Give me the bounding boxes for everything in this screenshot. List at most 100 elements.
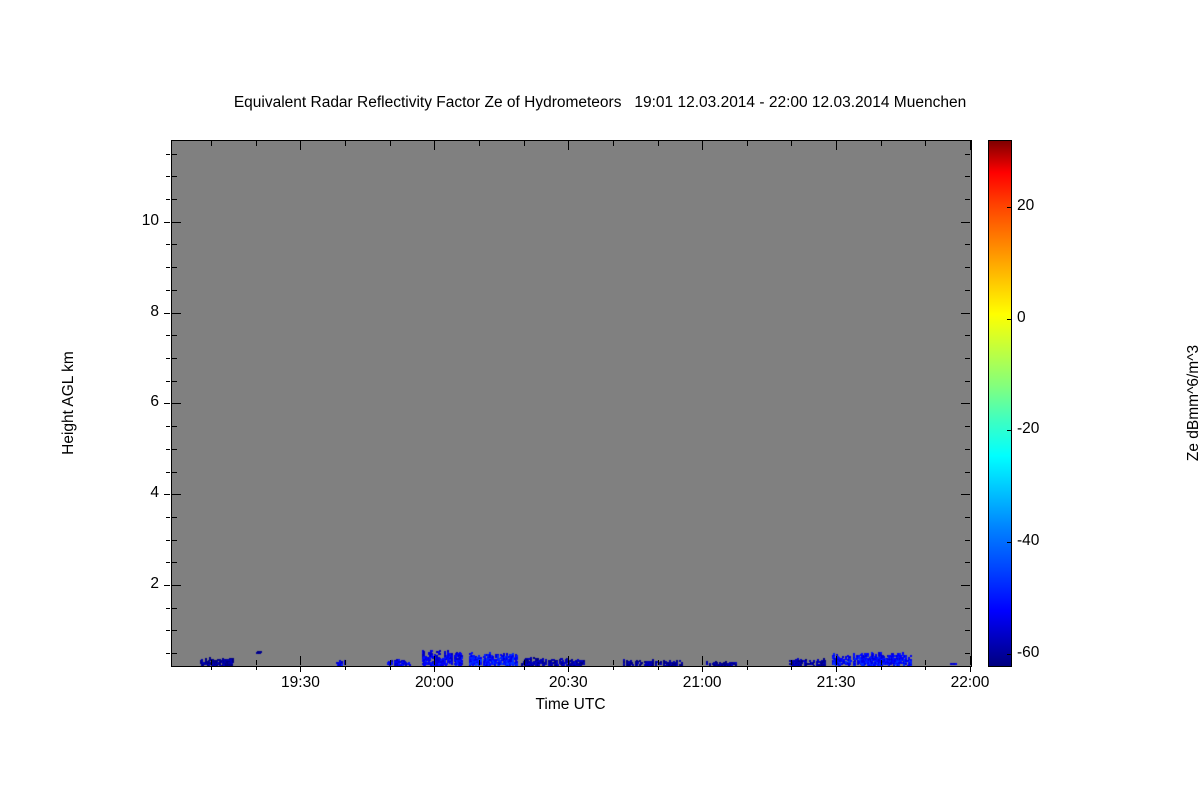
y-tick-outer bbox=[166, 381, 170, 382]
x-tick-outer bbox=[524, 666, 525, 670]
y-tick-outer bbox=[164, 403, 170, 404]
y-minor-tick-right bbox=[965, 267, 970, 268]
y-minor-tick bbox=[172, 290, 177, 291]
x-minor-tick bbox=[524, 660, 525, 665]
plot-area[interactable] bbox=[171, 140, 972, 667]
y-minor-tick bbox=[172, 449, 177, 450]
y-tick-label: 6 bbox=[150, 393, 159, 411]
x-minor-tick bbox=[256, 660, 257, 665]
y-minor-tick-right bbox=[965, 608, 970, 609]
x-major-tick-top bbox=[300, 141, 301, 150]
x-minor-tick bbox=[613, 660, 614, 665]
x-minor-tick-top bbox=[613, 141, 614, 146]
x-tick-outer bbox=[881, 666, 882, 670]
y-major-tick bbox=[172, 222, 181, 223]
y-minor-tick-right bbox=[965, 176, 970, 177]
y-tick-outer bbox=[166, 449, 170, 450]
y-minor-tick-right bbox=[965, 290, 970, 291]
x-tick-outer bbox=[747, 666, 748, 670]
y-major-tick-right bbox=[961, 494, 970, 495]
y-minor-tick bbox=[172, 426, 177, 427]
y-minor-tick bbox=[172, 335, 177, 336]
colorbar-tick bbox=[1007, 207, 1011, 208]
y-minor-tick bbox=[172, 517, 177, 518]
x-tick-outer bbox=[479, 666, 480, 670]
y-minor-tick bbox=[172, 358, 177, 359]
y-minor-tick bbox=[172, 608, 177, 609]
y-minor-tick-right bbox=[965, 517, 970, 518]
x-minor-tick bbox=[747, 660, 748, 665]
x-major-tick-top bbox=[970, 141, 971, 150]
x-tick-outer bbox=[613, 666, 614, 670]
x-major-tick bbox=[568, 656, 569, 665]
y-tick-outer bbox=[166, 517, 170, 518]
y-minor-tick-right bbox=[965, 653, 970, 654]
y-major-tick bbox=[172, 494, 181, 495]
page-title: Equivalent Radar Reflectivity Factor Ze … bbox=[233, 94, 967, 111]
y-minor-tick-right bbox=[965, 335, 970, 336]
y-minor-tick bbox=[172, 199, 177, 200]
y-major-tick bbox=[172, 313, 181, 314]
y-major-tick-right bbox=[961, 403, 970, 404]
x-minor-tick bbox=[345, 660, 346, 665]
y-minor-tick-right bbox=[965, 562, 970, 563]
reflectivity-data-canvas bbox=[172, 141, 971, 666]
x-minor-tick bbox=[658, 660, 659, 665]
x-minor-tick-top bbox=[256, 141, 257, 146]
colorbar[interactable] bbox=[988, 140, 1012, 667]
y-minor-tick-right bbox=[965, 449, 970, 450]
y-minor-tick-right bbox=[965, 540, 970, 541]
x-minor-tick-top bbox=[345, 141, 346, 146]
x-minor-tick-top bbox=[791, 141, 792, 146]
y-minor-tick bbox=[172, 244, 177, 245]
y-tick-outer bbox=[166, 244, 170, 245]
colorbar-tick-label: -40 bbox=[1017, 532, 1040, 549]
x-major-tick-top bbox=[568, 141, 569, 150]
x-minor-tick-top bbox=[211, 141, 212, 146]
y-minor-tick bbox=[172, 540, 177, 541]
y-major-tick-right bbox=[961, 585, 970, 586]
y-tick-outer bbox=[166, 358, 170, 359]
x-major-tick bbox=[836, 656, 837, 665]
y-tick-label: 2 bbox=[150, 575, 159, 593]
x-major-tick-top bbox=[836, 141, 837, 150]
y-tick-outer bbox=[166, 630, 170, 631]
y-tick-outer bbox=[164, 222, 170, 223]
y-axis-label: Height AGL km bbox=[60, 351, 77, 455]
colorbar-tick bbox=[1007, 542, 1011, 543]
y-minor-tick-right bbox=[965, 426, 970, 427]
x-tick-label: 22:00 bbox=[950, 674, 990, 691]
y-minor-tick bbox=[172, 267, 177, 268]
x-tick-label: 20:30 bbox=[548, 674, 588, 691]
x-minor-tick bbox=[211, 660, 212, 665]
x-tick-outer bbox=[256, 666, 257, 670]
y-minor-tick bbox=[172, 472, 177, 473]
x-tick-outer bbox=[390, 666, 391, 670]
y-minor-tick-right bbox=[965, 472, 970, 473]
x-minor-tick-top bbox=[747, 141, 748, 146]
x-minor-tick bbox=[881, 660, 882, 665]
y-major-tick bbox=[172, 585, 181, 586]
y-minor-tick-right bbox=[965, 630, 970, 631]
x-major-tick-top bbox=[434, 141, 435, 150]
x-minor-tick-top bbox=[925, 141, 926, 146]
x-major-tick bbox=[702, 656, 703, 665]
y-minor-tick bbox=[172, 154, 177, 155]
x-tick-label: 21:30 bbox=[816, 674, 856, 691]
y-tick-outer bbox=[164, 585, 170, 586]
y-tick-outer bbox=[166, 290, 170, 291]
x-tick-outer bbox=[345, 666, 346, 670]
y-tick-outer bbox=[166, 154, 170, 155]
y-tick-outer bbox=[164, 494, 170, 495]
colorbar-label: Ze dBmm^6/m^3 bbox=[1185, 344, 1200, 462]
x-major-tick bbox=[434, 656, 435, 665]
x-major-tick bbox=[970, 656, 971, 665]
x-tick-outer bbox=[300, 666, 301, 672]
y-tick-outer bbox=[166, 335, 170, 336]
y-minor-tick-right bbox=[965, 244, 970, 245]
x-tick-label: 19:30 bbox=[281, 674, 320, 691]
x-tick-outer bbox=[568, 666, 569, 672]
x-minor-tick bbox=[390, 660, 391, 665]
y-minor-tick bbox=[172, 653, 177, 654]
